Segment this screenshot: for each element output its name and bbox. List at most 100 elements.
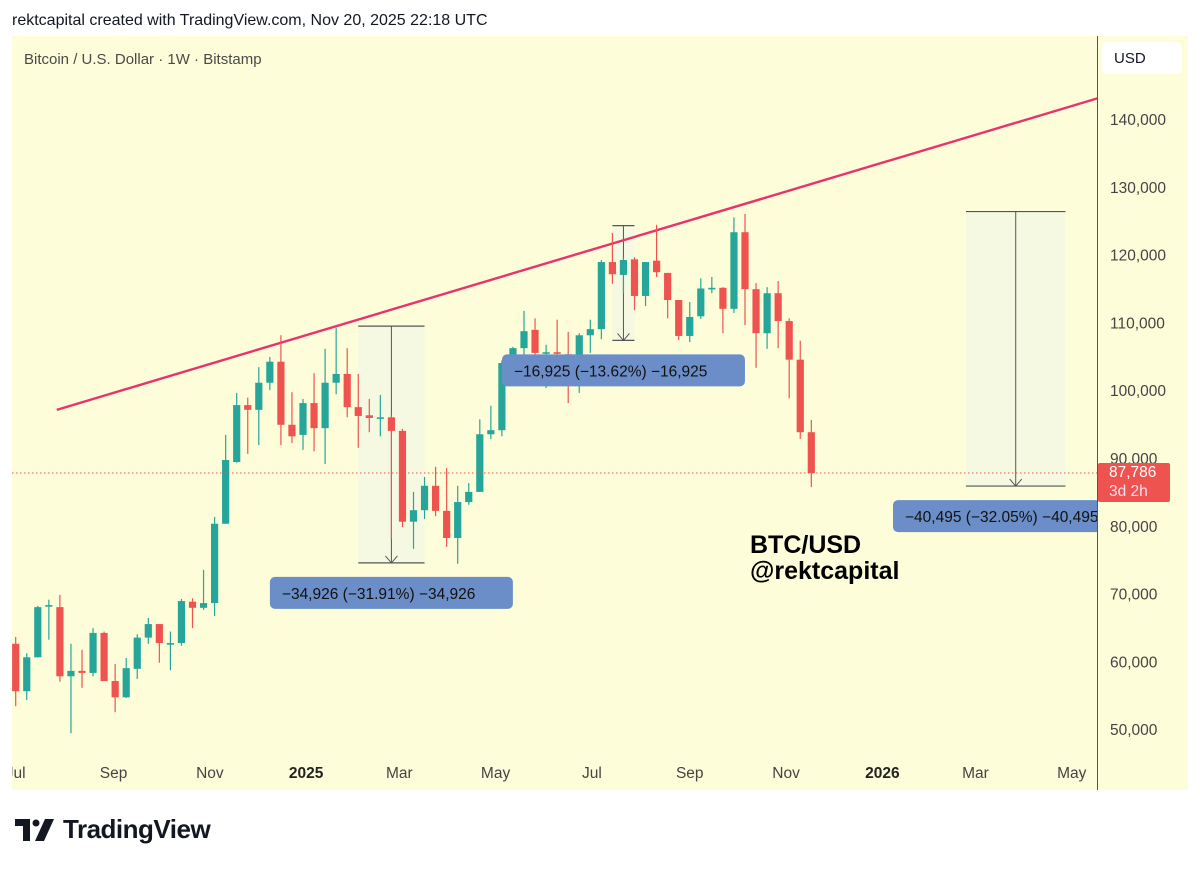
candle-up — [266, 356, 274, 391]
candle-body — [67, 670, 75, 677]
measurement-label: −16,925 (−13.62%) −16,925 — [501, 354, 745, 387]
candle-down — [12, 636, 20, 707]
candle-body — [299, 403, 307, 435]
candle-up — [45, 599, 53, 640]
candle-up — [133, 634, 141, 679]
candle-up — [641, 262, 650, 307]
arrow-down-icon — [1009, 478, 1023, 487]
time-tick-label: Sep — [100, 765, 128, 782]
candle-body — [222, 460, 230, 524]
arrow-down-icon — [385, 555, 398, 564]
currency-button[interactable]: USD — [1102, 42, 1182, 74]
candle-body — [675, 300, 683, 336]
candle-up — [144, 617, 152, 644]
candles — [12, 213, 815, 734]
candle-up — [708, 276, 716, 294]
measurement-label-box — [269, 576, 513, 609]
time-axis[interactable]: Jul Sep Nov 2025 Mar May Jul Sep Nov 2026 Mar May — [6, 765, 1087, 782]
chart-title: Bitcoin / U.S. Dollar · 1W · Bitstamp — [24, 51, 262, 68]
trendline-layer — [56, 96, 1099, 411]
candle-body — [443, 510, 451, 538]
candle-up — [166, 631, 174, 671]
resistance-trendline[interactable] — [56, 96, 1099, 411]
price-tick-label: 120,000 — [1110, 248, 1166, 265]
candle-up — [199, 569, 208, 610]
candle-body — [199, 603, 208, 608]
candle-down — [354, 373, 362, 448]
candle-up — [211, 516, 219, 616]
candle-down — [653, 224, 661, 277]
candle-down — [752, 283, 760, 368]
candle-down — [387, 415, 395, 539]
tradingview-logo-icon — [15, 818, 54, 841]
candle-down — [741, 213, 749, 326]
candle-down — [443, 468, 451, 547]
candle-body — [343, 373, 351, 408]
candle-down — [796, 340, 804, 439]
candle-body — [586, 329, 594, 336]
candle-body — [796, 359, 804, 433]
candle-up — [686, 302, 694, 343]
candle-up — [697, 278, 705, 319]
watermark-pair: BTC/USD — [750, 531, 861, 559]
price-tick-label: 80,000 — [1110, 519, 1158, 536]
candle-body — [420, 485, 429, 511]
candle-up — [586, 319, 594, 353]
candle-body — [553, 352, 561, 354]
candle-down — [630, 257, 639, 311]
candle-up — [409, 491, 418, 549]
candle-body — [520, 331, 528, 349]
candle-up — [222, 434, 230, 524]
candle-up — [619, 257, 628, 294]
measurement-label-box — [893, 500, 1097, 533]
candle-body — [708, 287, 716, 290]
price-tick-label: 140,000 — [1110, 112, 1166, 129]
candle-body — [409, 510, 418, 522]
candle-body — [365, 415, 373, 418]
candle-body — [89, 632, 97, 673]
candle-body — [719, 287, 727, 309]
price-tick-label: 100,000 — [1110, 383, 1166, 400]
candle-body — [752, 289, 760, 334]
time-tick-label: Nov — [196, 765, 224, 782]
price-tick-label: 50,000 — [1110, 722, 1158, 739]
time-tick-label: Sep — [676, 765, 704, 782]
candle-body — [730, 232, 738, 309]
candle-up — [233, 392, 241, 463]
price-axis-background — [1098, 36, 1188, 790]
candle-body — [34, 607, 42, 658]
candle-up — [376, 394, 384, 437]
candle-body — [144, 624, 152, 638]
candle-down — [774, 281, 782, 349]
candle-down — [608, 232, 616, 284]
candle-body — [465, 491, 473, 503]
time-tick-label: 2025 — [289, 765, 324, 782]
candle-body — [686, 316, 694, 336]
time-tick-label: Nov — [772, 765, 800, 782]
candle-body — [641, 262, 650, 296]
watermark-handle: @rektcapital — [750, 557, 899, 585]
candle-body — [741, 232, 749, 290]
candle-body — [166, 643, 174, 645]
candle-down — [531, 318, 539, 361]
candle-body — [487, 430, 495, 435]
candle-body — [244, 405, 252, 410]
candle-body — [255, 382, 263, 410]
candle-body — [597, 262, 605, 330]
candle-up — [34, 605, 42, 658]
candle-body — [398, 430, 407, 522]
candle-down — [288, 392, 296, 444]
candle-body — [100, 632, 108, 682]
candle-up — [299, 399, 307, 450]
candle-up — [730, 217, 738, 313]
time-tick-label: May — [481, 765, 511, 782]
candle-up — [465, 483, 473, 505]
tradingview-wordmark: TradingView — [63, 814, 211, 844]
candle-body — [763, 293, 771, 334]
candle-body — [266, 361, 274, 383]
candle-body — [531, 329, 539, 353]
last-price-tag: 87,786 3d 2h — [1098, 462, 1170, 502]
candle-body — [133, 637, 141, 669]
measurement-label-text: −16,925 (−13.62%) −16,925 — [514, 363, 707, 380]
